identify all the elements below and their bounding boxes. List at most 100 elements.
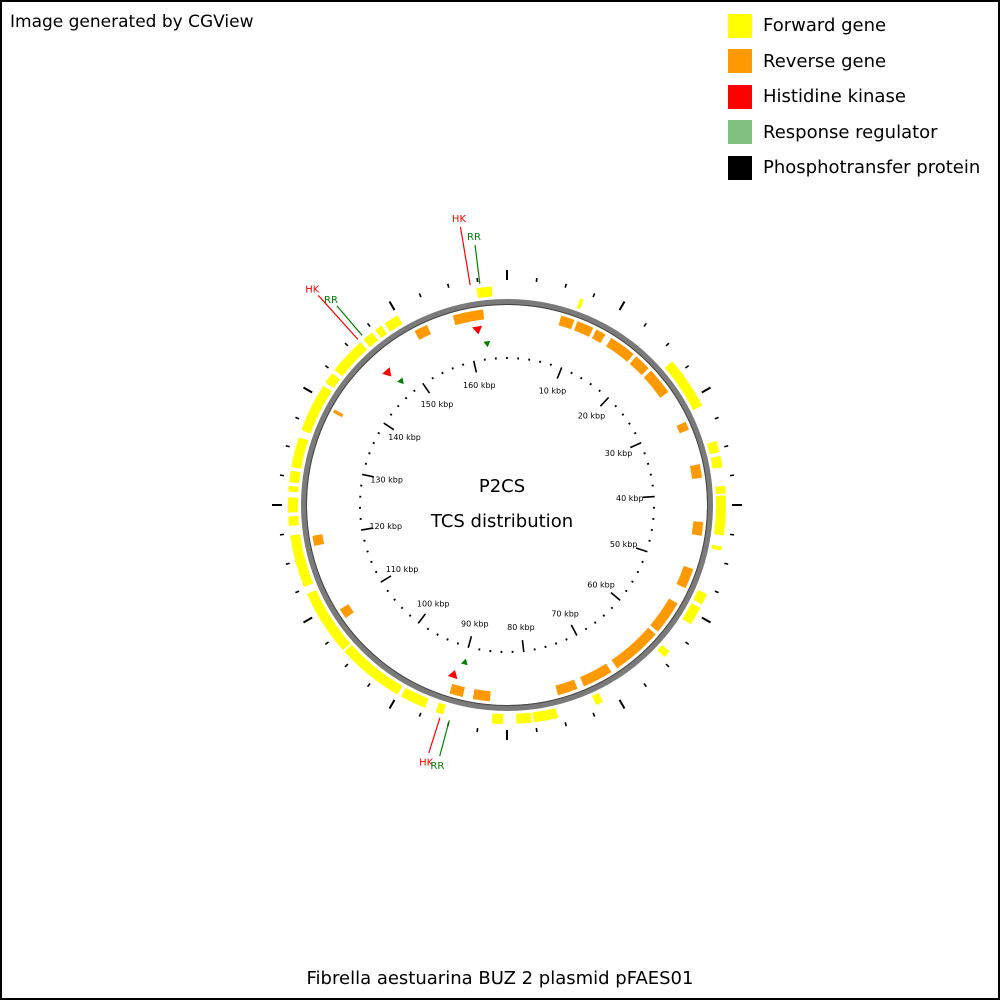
ruler-major-tick [599,396,610,407]
reverse-gene [452,309,485,326]
major-tick [302,616,313,624]
ruler-label: 40 kbp [616,494,644,503]
ruler-minor-tick [374,570,378,574]
ruler-minor-tick [400,606,404,610]
forward-gene [516,712,532,724]
rr-marker [460,658,468,666]
reverse-gene [333,409,344,418]
legend-item-histidine-kinase: Histidine kinase [728,79,980,115]
forward-gene [363,332,379,348]
ruler-major-tick [422,382,431,394]
ruler-major-tick [629,441,642,449]
hk-marker [472,325,483,335]
ruler-minor-tick [624,589,628,593]
ruler-minor-tick [377,431,381,435]
rr-callout-line [474,244,481,284]
reverse-gene [676,421,689,434]
ruler-minor-tick [598,389,601,393]
forward-gene [325,373,341,389]
ruler-label: 110 kbp [386,565,419,574]
hk-callout-line [459,226,471,286]
legend-item-forward-gene: Forward gene [728,8,980,44]
ruler-label: 80 kbp [507,623,535,632]
ruler-minor-tick [589,382,592,386]
minor-tick [344,342,349,347]
forward-gene [334,342,368,377]
ruler-minor-tick [386,589,390,593]
ruler-minor-tick [636,570,640,574]
forward-gene [657,644,670,658]
major-tick [618,300,626,311]
forward-gene [693,589,708,605]
ruler-label: 120 kbp [369,522,402,531]
ruler-major-tick [521,640,525,653]
minor-tick [446,283,450,288]
reverse-gene [414,325,431,340]
ruler-major-tick [635,547,648,553]
minor-tick [714,590,719,594]
forward-gene [291,437,309,469]
minor-tick [665,663,670,668]
reverse-gene [611,627,656,669]
forward-gene [384,315,403,332]
forward-gene [301,385,332,434]
backbone-circle [301,299,713,711]
ruler-label: 70 kbp [551,609,579,618]
forward-gene [288,515,299,526]
ruler-label: 160 kbp [463,381,496,390]
backbone-inner-edge [306,304,708,706]
ruler-minor-tick [633,431,637,435]
legend-label: Reverse gene [763,50,887,72]
legend-label: Forward gene [763,15,887,37]
reverse-gene [691,521,704,536]
minor-tick [324,364,329,369]
forward-gene [289,470,301,484]
ruler-minor-tick [364,462,368,465]
ruler-label: 100 kbp [417,599,450,608]
plasmid-name: Fibrella aestuarina BUZ 2 plasmid pFAES0… [306,968,694,989]
ruler-major-tick [467,636,473,649]
ruler-minor-tick [462,363,465,366]
forward-gene-track [287,286,727,724]
major-tick [701,616,712,624]
ruler-major-tick [380,575,392,583]
ruler-minor-tick [610,606,614,610]
ruler-minor-tick [549,363,552,366]
minor-tick [366,322,371,327]
ruler-label: 50 kbp [610,540,638,549]
ruler-minor-tick [370,560,373,564]
minor-tick [729,474,735,477]
ruler-minor-tick [404,396,408,400]
ruler-major-tick [472,360,478,373]
minor-tick [476,277,479,283]
ruler-minor-tick [408,614,412,617]
reverse-gene [449,683,465,697]
minor-tick [324,641,329,646]
forward-gene [664,361,703,411]
ruler-minor-tick [584,627,588,631]
minor-tick [714,416,719,420]
ruler-minor-tick [643,452,646,455]
rr-label: RR [430,761,444,772]
ruler-minor-tick [366,550,369,553]
reverse-gene [650,598,678,632]
hk-label: HK [452,214,467,225]
reverse-gene [472,689,491,702]
minor-tick [295,590,300,594]
ruler-major-tick [361,527,374,531]
ruler-minor-tick [646,462,650,465]
hk-callout-line [428,717,441,754]
minor-tick [418,293,422,298]
major-tick [388,699,396,710]
reverse-gene [689,464,703,480]
ruler-major-tick [362,473,375,478]
ruler-minor-tick [393,598,396,602]
reverse-gene [558,315,575,330]
ruler-minor-tick [446,638,449,641]
center-title: P2CS [479,476,525,497]
ruler-minor-tick [544,645,547,649]
ruler-minor-tick [628,422,631,425]
reverse-gene-swatch [728,49,752,74]
